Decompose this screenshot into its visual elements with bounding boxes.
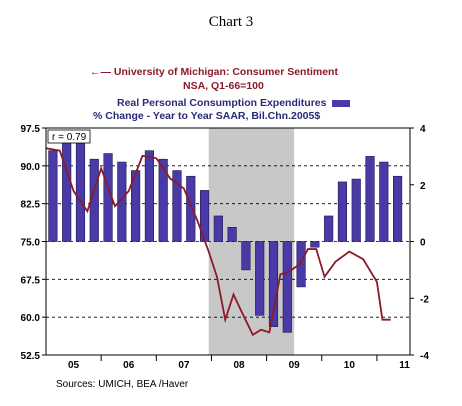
left-axis-label: 82.5 [21, 200, 41, 211]
right-axis-label: -2 [420, 294, 429, 305]
x-axis-label: 07 [178, 360, 190, 371]
pce-bar [282, 241, 292, 333]
pce-bar [213, 215, 223, 242]
pce-bar [379, 161, 389, 242]
pce-bar [172, 170, 182, 242]
left-axis-label: 97.5 [21, 124, 41, 135]
pce-bar [117, 161, 127, 242]
line-legend: ←— University of Michigan: Consumer Sent… [90, 66, 338, 78]
sentiment-line [45, 147, 391, 337]
source-note: Sources: UMICH, BEA /Haver [56, 379, 189, 390]
pce-bar [158, 158, 168, 242]
left-axis-label: 67.5 [21, 275, 41, 286]
pce-bar [324, 215, 334, 242]
correlation-annotation: r = 0.79 [47, 129, 91, 144]
left-axis-label: 60.0 [21, 313, 41, 324]
page-title: Chart 3 [208, 14, 254, 30]
pce-bar [131, 170, 141, 242]
bar-legend: Real Personal Consumption Expenditures [117, 97, 351, 109]
x-axis-label: 09 [289, 360, 301, 371]
x-axis-label: 11 [399, 360, 410, 371]
bar-legend-label: Real Personal Consumption Expenditures [117, 97, 327, 109]
pce-bar [186, 175, 196, 242]
pce-bar [241, 241, 251, 271]
x-axis-label: 06 [123, 360, 135, 371]
pce-bar [62, 141, 72, 242]
line-legend-arrow-icon: ←— [90, 66, 111, 78]
pce-bar [255, 241, 265, 316]
annotation-text: r = 0.79 [52, 132, 87, 143]
pce-bar [75, 141, 86, 242]
bar-legend-swatch-icon [332, 99, 351, 107]
right-axis-label: 4 [420, 124, 426, 135]
pce-bar [227, 227, 237, 242]
pce-bar [365, 156, 375, 242]
x-axis-label: 08 [233, 360, 245, 371]
annotation-box [47, 129, 91, 144]
right-axis-label: 2 [420, 181, 426, 192]
line-legend-label: University of Michigan: Consumer Sentime… [113, 66, 338, 78]
pce-bar [48, 150, 58, 242]
pce-bar [337, 181, 348, 242]
pce-bar [144, 150, 154, 242]
x-axis-label: 10 [344, 360, 356, 371]
pce-bar [310, 241, 320, 248]
right-axis-label: 0 [420, 238, 426, 249]
right-axis-label: -4 [420, 351, 429, 362]
pce-bar [296, 241, 306, 288]
left-axis-label: 75.0 [21, 238, 41, 249]
left-axis-label: 90.0 [21, 162, 41, 173]
left-axis-label: 52.5 [21, 351, 41, 362]
bar-legend-sub: % Change - Year to Year SAAR, Bil.Chn.20… [93, 110, 321, 122]
pce-bar [351, 178, 361, 242]
x-axis-label: 05 [68, 360, 80, 371]
line-legend-sub: NSA, Q1-66=100 [183, 80, 264, 92]
pce-bar [393, 175, 403, 242]
